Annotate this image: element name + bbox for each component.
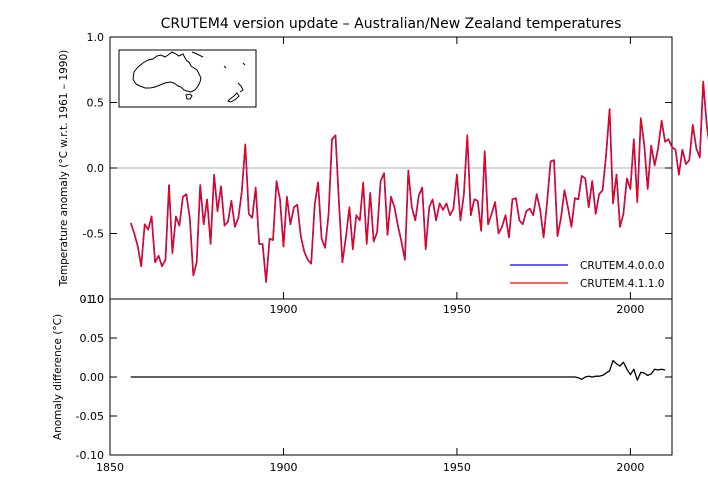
legend-label-4110: CRUTEM.4.1.1.0	[580, 278, 665, 290]
top-x-tick-label: 1900	[269, 303, 297, 316]
top-y-tick-label: -1.0	[83, 293, 104, 306]
island-outline	[242, 62, 246, 66]
temperature-panel: 1.0 0.5 0.0 -0.5 -1.0 1900 1950 2000 CRUTEM.4.0…	[58, 31, 708, 316]
series-line-crutem-4-1-1-0	[130, 80, 708, 283]
new-zealand-north-outline	[237, 82, 244, 93]
bottom-x-tick-label: 1900	[269, 461, 297, 474]
australia-new-zealand-inset-map	[118, 49, 257, 108]
australia-outline	[132, 51, 202, 93]
top-y-tick-label: 0.5	[87, 97, 105, 110]
bottom-y-tick-label: -0.10	[76, 449, 104, 462]
legend-label-4000: CRUTEM.4.0.0.0	[580, 260, 665, 272]
bottom-x-tick-label: 1850	[96, 461, 124, 474]
top-y-tick-label: 1.0	[87, 31, 105, 44]
tasmania-outline	[185, 93, 193, 100]
top-y-tick-label: -0.5	[83, 228, 104, 241]
chart-title: CRUTEM4 version update – Australian/New …	[161, 16, 622, 32]
top-x-tick-label: 2000	[616, 303, 644, 316]
island-outline	[223, 65, 227, 69]
bottom-x-tick-label: 1950	[443, 461, 471, 474]
bottom-x-tick-label: 2000	[616, 461, 644, 474]
top-axis-ticks: 1.0 0.5 0.0 -0.5 -1.0 1900 1950 2000	[83, 31, 672, 316]
bottom-y-tick-label: 0.00	[80, 371, 105, 384]
bottom-y-axis-label: Anomaly difference (°C)	[52, 314, 64, 440]
difference-line	[130, 359, 666, 381]
bottom-y-tick-label: -0.05	[76, 410, 104, 423]
top-x-tick-label: 1950	[443, 303, 471, 316]
temperature-series	[130, 80, 708, 283]
legend: CRUTEM.4.0.0.0 CRUTEM.4.1.1.0	[510, 260, 665, 290]
new-zealand-south-outline	[227, 92, 240, 103]
top-y-axis-label: Temperature anomaly (°C w.r.t. 1961 – 19…	[58, 50, 70, 287]
difference-series	[130, 359, 666, 381]
inset-map-frame	[118, 49, 257, 108]
bottom-y-tick-label: 0.10	[80, 293, 105, 306]
new-guinea-outline	[191, 51, 204, 58]
bottom-y-tick-label: 0.05	[80, 332, 105, 345]
top-y-tick-label: 0.0	[87, 162, 105, 175]
